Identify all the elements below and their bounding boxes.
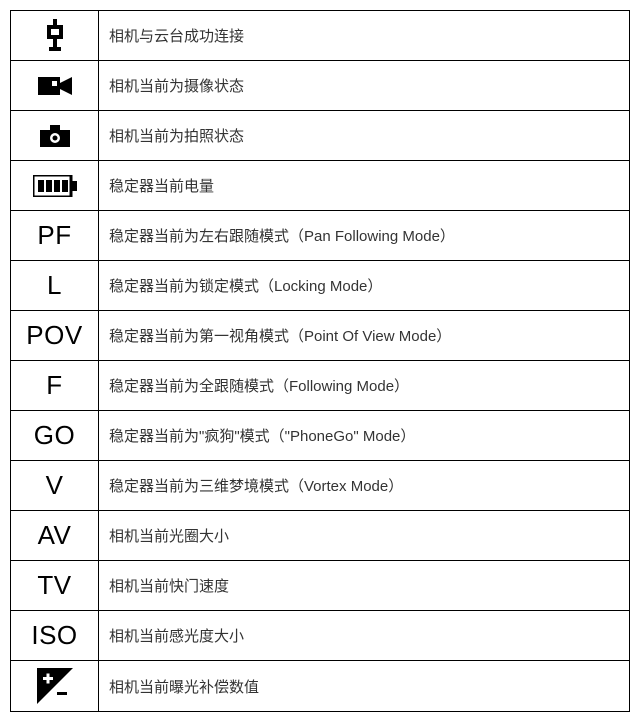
description-text: 稳定器当前电量: [99, 161, 629, 210]
description-text: 稳定器当前为"疯狗"模式（"PhoneGo" Mode）: [99, 411, 629, 460]
gimbal-connect-icon: [11, 11, 99, 60]
tv-label: TV: [11, 561, 99, 610]
description-text: 相机当前为拍照状态: [99, 111, 629, 160]
table-row: F稳定器当前为全跟随模式（Following Mode）: [11, 361, 629, 411]
description-text: 相机当前感光度大小: [99, 611, 629, 660]
table-row: POV稳定器当前为第一视角模式（Point Of View Mode）: [11, 311, 629, 361]
description-text: 稳定器当前为三维梦境模式（Vortex Mode）: [99, 461, 629, 510]
table-row: AV相机当前光圈大小: [11, 511, 629, 561]
table-row: 稳定器当前电量: [11, 161, 629, 211]
table-row: L稳定器当前为锁定模式（Locking Mode）: [11, 261, 629, 311]
icon-legend-table: 相机与云台成功连接相机当前为摄像状态相机当前为拍照状态稳定器当前电量PF稳定器当…: [10, 10, 630, 712]
description-text: 相机当前为摄像状态: [99, 61, 629, 110]
table-row: ISO相机当前感光度大小: [11, 611, 629, 661]
table-row: 相机当前为拍照状态: [11, 111, 629, 161]
description-text: 相机当前快门速度: [99, 561, 629, 610]
table-row: 相机当前为摄像状态: [11, 61, 629, 111]
table-row: 相机当前曝光补偿数值: [11, 661, 629, 711]
video-camera-icon: [11, 61, 99, 110]
description-text: 相机当前曝光补偿数值: [99, 661, 629, 711]
go-label: GO: [11, 411, 99, 460]
description-text: 稳定器当前为锁定模式（Locking Mode）: [99, 261, 629, 310]
v-label: V: [11, 461, 99, 510]
description-text: 稳定器当前为第一视角模式（Point Of View Mode）: [99, 311, 629, 360]
description-text: 相机当前光圈大小: [99, 511, 629, 560]
description-text: 稳定器当前为全跟随模式（Following Mode）: [99, 361, 629, 410]
photo-camera-icon: [11, 111, 99, 160]
description-text: 相机与云台成功连接: [99, 11, 629, 60]
pov-label: POV: [11, 311, 99, 360]
description-text: 稳定器当前为左右跟随模式（Pan Following Mode）: [99, 211, 629, 260]
table-row: PF稳定器当前为左右跟随模式（Pan Following Mode）: [11, 211, 629, 261]
pf-label: PF: [11, 211, 99, 260]
table-row: GO稳定器当前为"疯狗"模式（"PhoneGo" Mode）: [11, 411, 629, 461]
av-label: AV: [11, 511, 99, 560]
f-label: F: [11, 361, 99, 410]
table-row: V稳定器当前为三维梦境模式（Vortex Mode）: [11, 461, 629, 511]
battery-icon: [11, 161, 99, 210]
table-row: TV相机当前快门速度: [11, 561, 629, 611]
l-label: L: [11, 261, 99, 310]
iso-label: ISO: [11, 611, 99, 660]
table-row: 相机与云台成功连接: [11, 11, 629, 61]
exposure-comp-icon: [11, 661, 99, 711]
